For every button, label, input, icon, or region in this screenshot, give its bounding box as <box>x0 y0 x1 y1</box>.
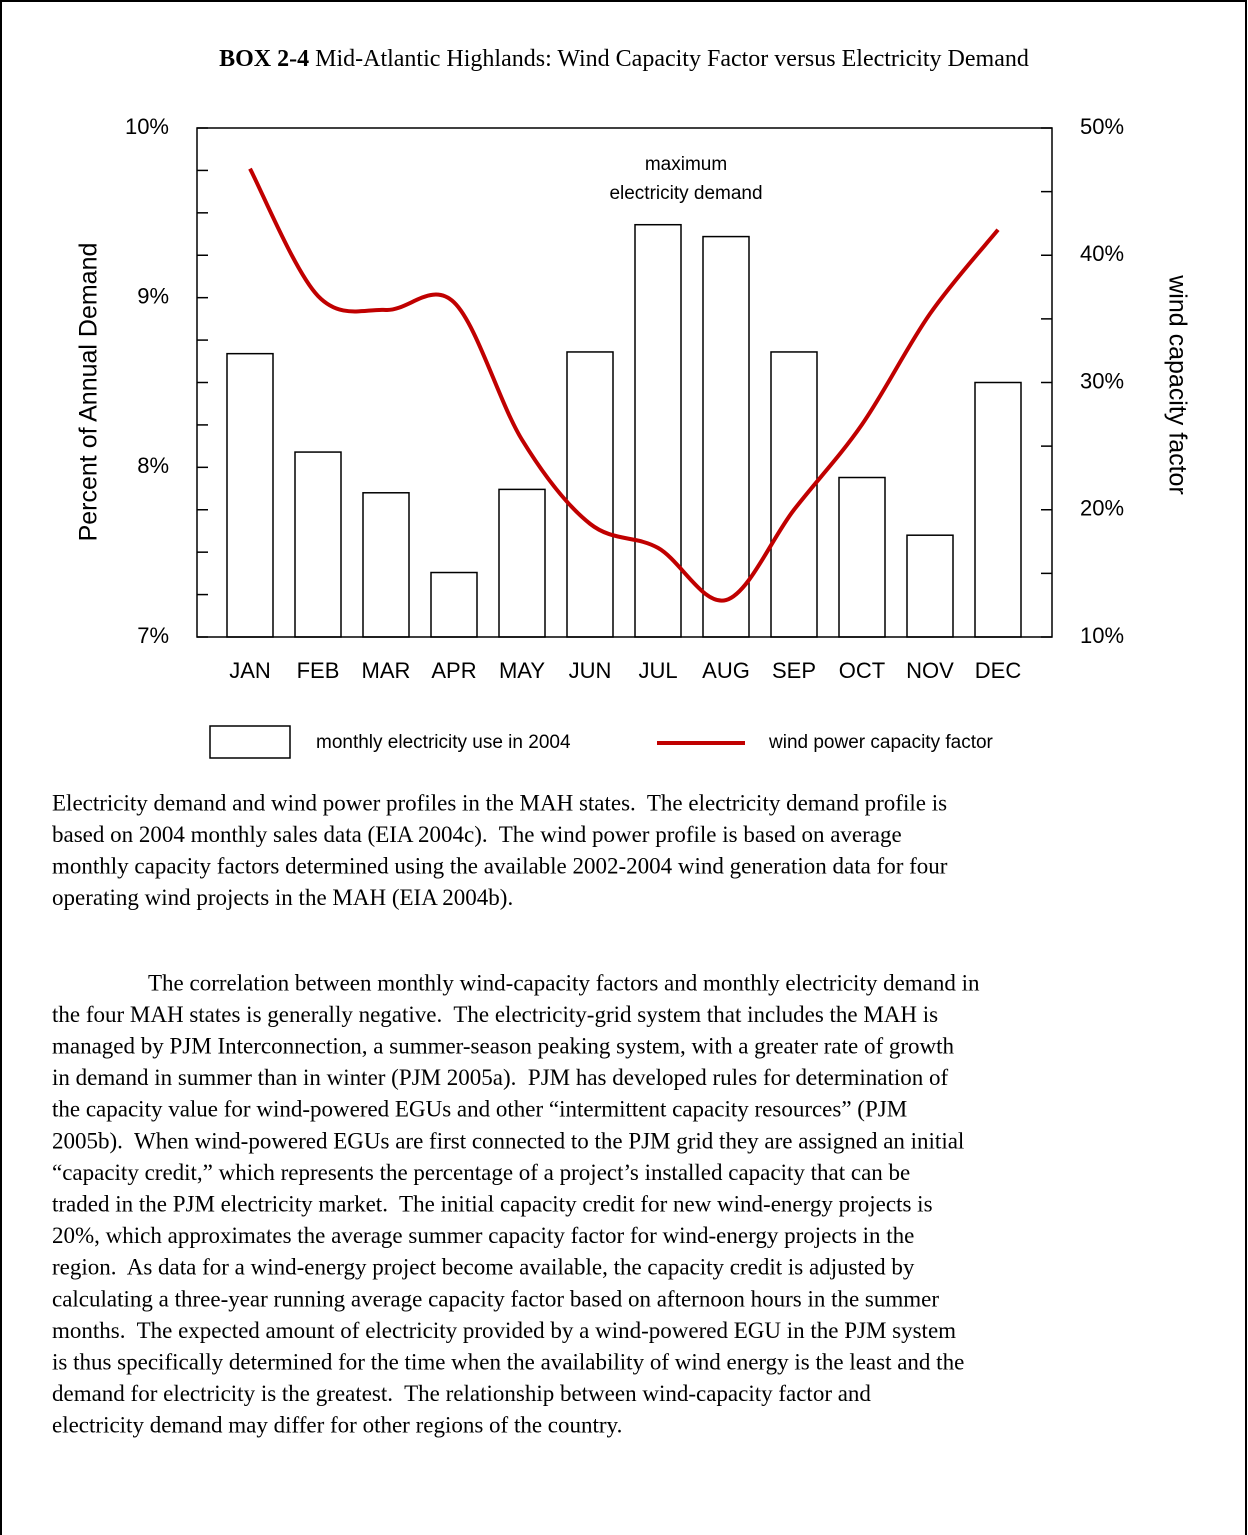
body-line: is thus specifically determined for the … <box>52 1349 964 1374</box>
body-line: 2005b). When wind-powered EGUs are first… <box>52 1128 964 1153</box>
x-tick-label: MAY <box>499 658 545 683</box>
annotation: electricity demand <box>609 183 762 204</box>
bar <box>498 488 546 638</box>
bar <box>294 451 342 638</box>
bar <box>226 352 274 638</box>
body-line: calculating a three-year running average… <box>52 1286 939 1311</box>
bar <box>770 351 818 638</box>
wind-line <box>248 167 1000 603</box>
y-tick-label: 8% <box>137 453 169 478</box>
legend-label: wind power capacity factor <box>768 732 994 753</box>
caption-line: operating wind projects in the MAH (EIA … <box>52 885 513 910</box>
body-line: in demand in summer than in winter (PJM … <box>52 1065 949 1090</box>
body-line: the capacity value for wind-powered EGUs… <box>52 1097 907 1122</box>
x-tick-label: APR <box>431 658 476 683</box>
y2-tick-label: 40% <box>1080 241 1124 266</box>
legend-swatch-bar <box>209 725 291 759</box>
body-line: the four MAH states is generally negativ… <box>52 1002 938 1027</box>
body-line: traded in the PJM electricity market. Th… <box>52 1191 933 1216</box>
annotation: maximum <box>645 154 727 175</box>
body-line: electricity demand may differ for other … <box>52 1413 622 1438</box>
x-tick-label: DEC <box>975 658 1022 683</box>
x-tick-label: SEP <box>772 658 816 683</box>
bar <box>566 351 614 638</box>
y2-tick-label: 10% <box>1080 623 1124 648</box>
bar <box>702 235 750 638</box>
chart-title: BOX 2-4 Mid-Atlantic Highlands: Wind Capa… <box>219 46 1029 72</box>
body-line: “capacity credit,” which represents the … <box>52 1160 910 1185</box>
y2-axis-title: wind capacity factor <box>1163 274 1191 495</box>
x-tick-label: JUN <box>569 658 612 683</box>
y2-tick-label: 20% <box>1080 496 1124 521</box>
x-tick-label: JAN <box>229 658 271 683</box>
x-tick-label: AUG <box>702 658 750 683</box>
bar <box>906 534 954 638</box>
body-line: region. As data for a wind-energy projec… <box>52 1255 915 1280</box>
body-line: The correlation between monthly wind-cap… <box>148 970 980 995</box>
bar <box>362 492 410 638</box>
y-tick-label: 7% <box>137 623 169 648</box>
x-tick-label: JUL <box>638 658 677 683</box>
caption-line: Electricity demand and wind power profil… <box>52 790 947 815</box>
y-tick-label: 9% <box>137 283 169 308</box>
x-tick-label: NOV <box>906 658 954 683</box>
bar <box>974 381 1022 638</box>
bar <box>430 571 478 638</box>
y-axis-title: Percent of Annual Demand <box>75 243 103 542</box>
x-tick-label: MAR <box>362 658 411 683</box>
y2-tick-label: 30% <box>1080 368 1124 393</box>
body-line: demand for electricity is the greatest. … <box>52 1381 871 1406</box>
caption-line: based on 2004 monthly sales data (EIA 20… <box>52 822 902 847</box>
body-line: 20%, which approximates the average summ… <box>52 1223 914 1248</box>
title-text: Mid-Atlantic Highlands: Wind Capacity Fa… <box>315 46 1029 72</box>
x-tick-label: FEB <box>297 658 340 683</box>
legend-label: monthly electricity use in 2004 <box>316 732 571 753</box>
x-tick-label: OCT <box>839 658 885 683</box>
bar <box>838 476 886 638</box>
body-line: managed by PJM Interconnection, a summer… <box>52 1033 955 1058</box>
caption-line: monthly capacity factors determined usin… <box>52 853 948 878</box>
bar <box>634 223 682 638</box>
y-tick-label: 10% <box>125 114 169 139</box>
title-label: BOX 2-4 <box>219 46 309 72</box>
body-line: months. The expected amount of electrici… <box>52 1318 956 1343</box>
y2-tick-label: 50% <box>1080 114 1124 139</box>
